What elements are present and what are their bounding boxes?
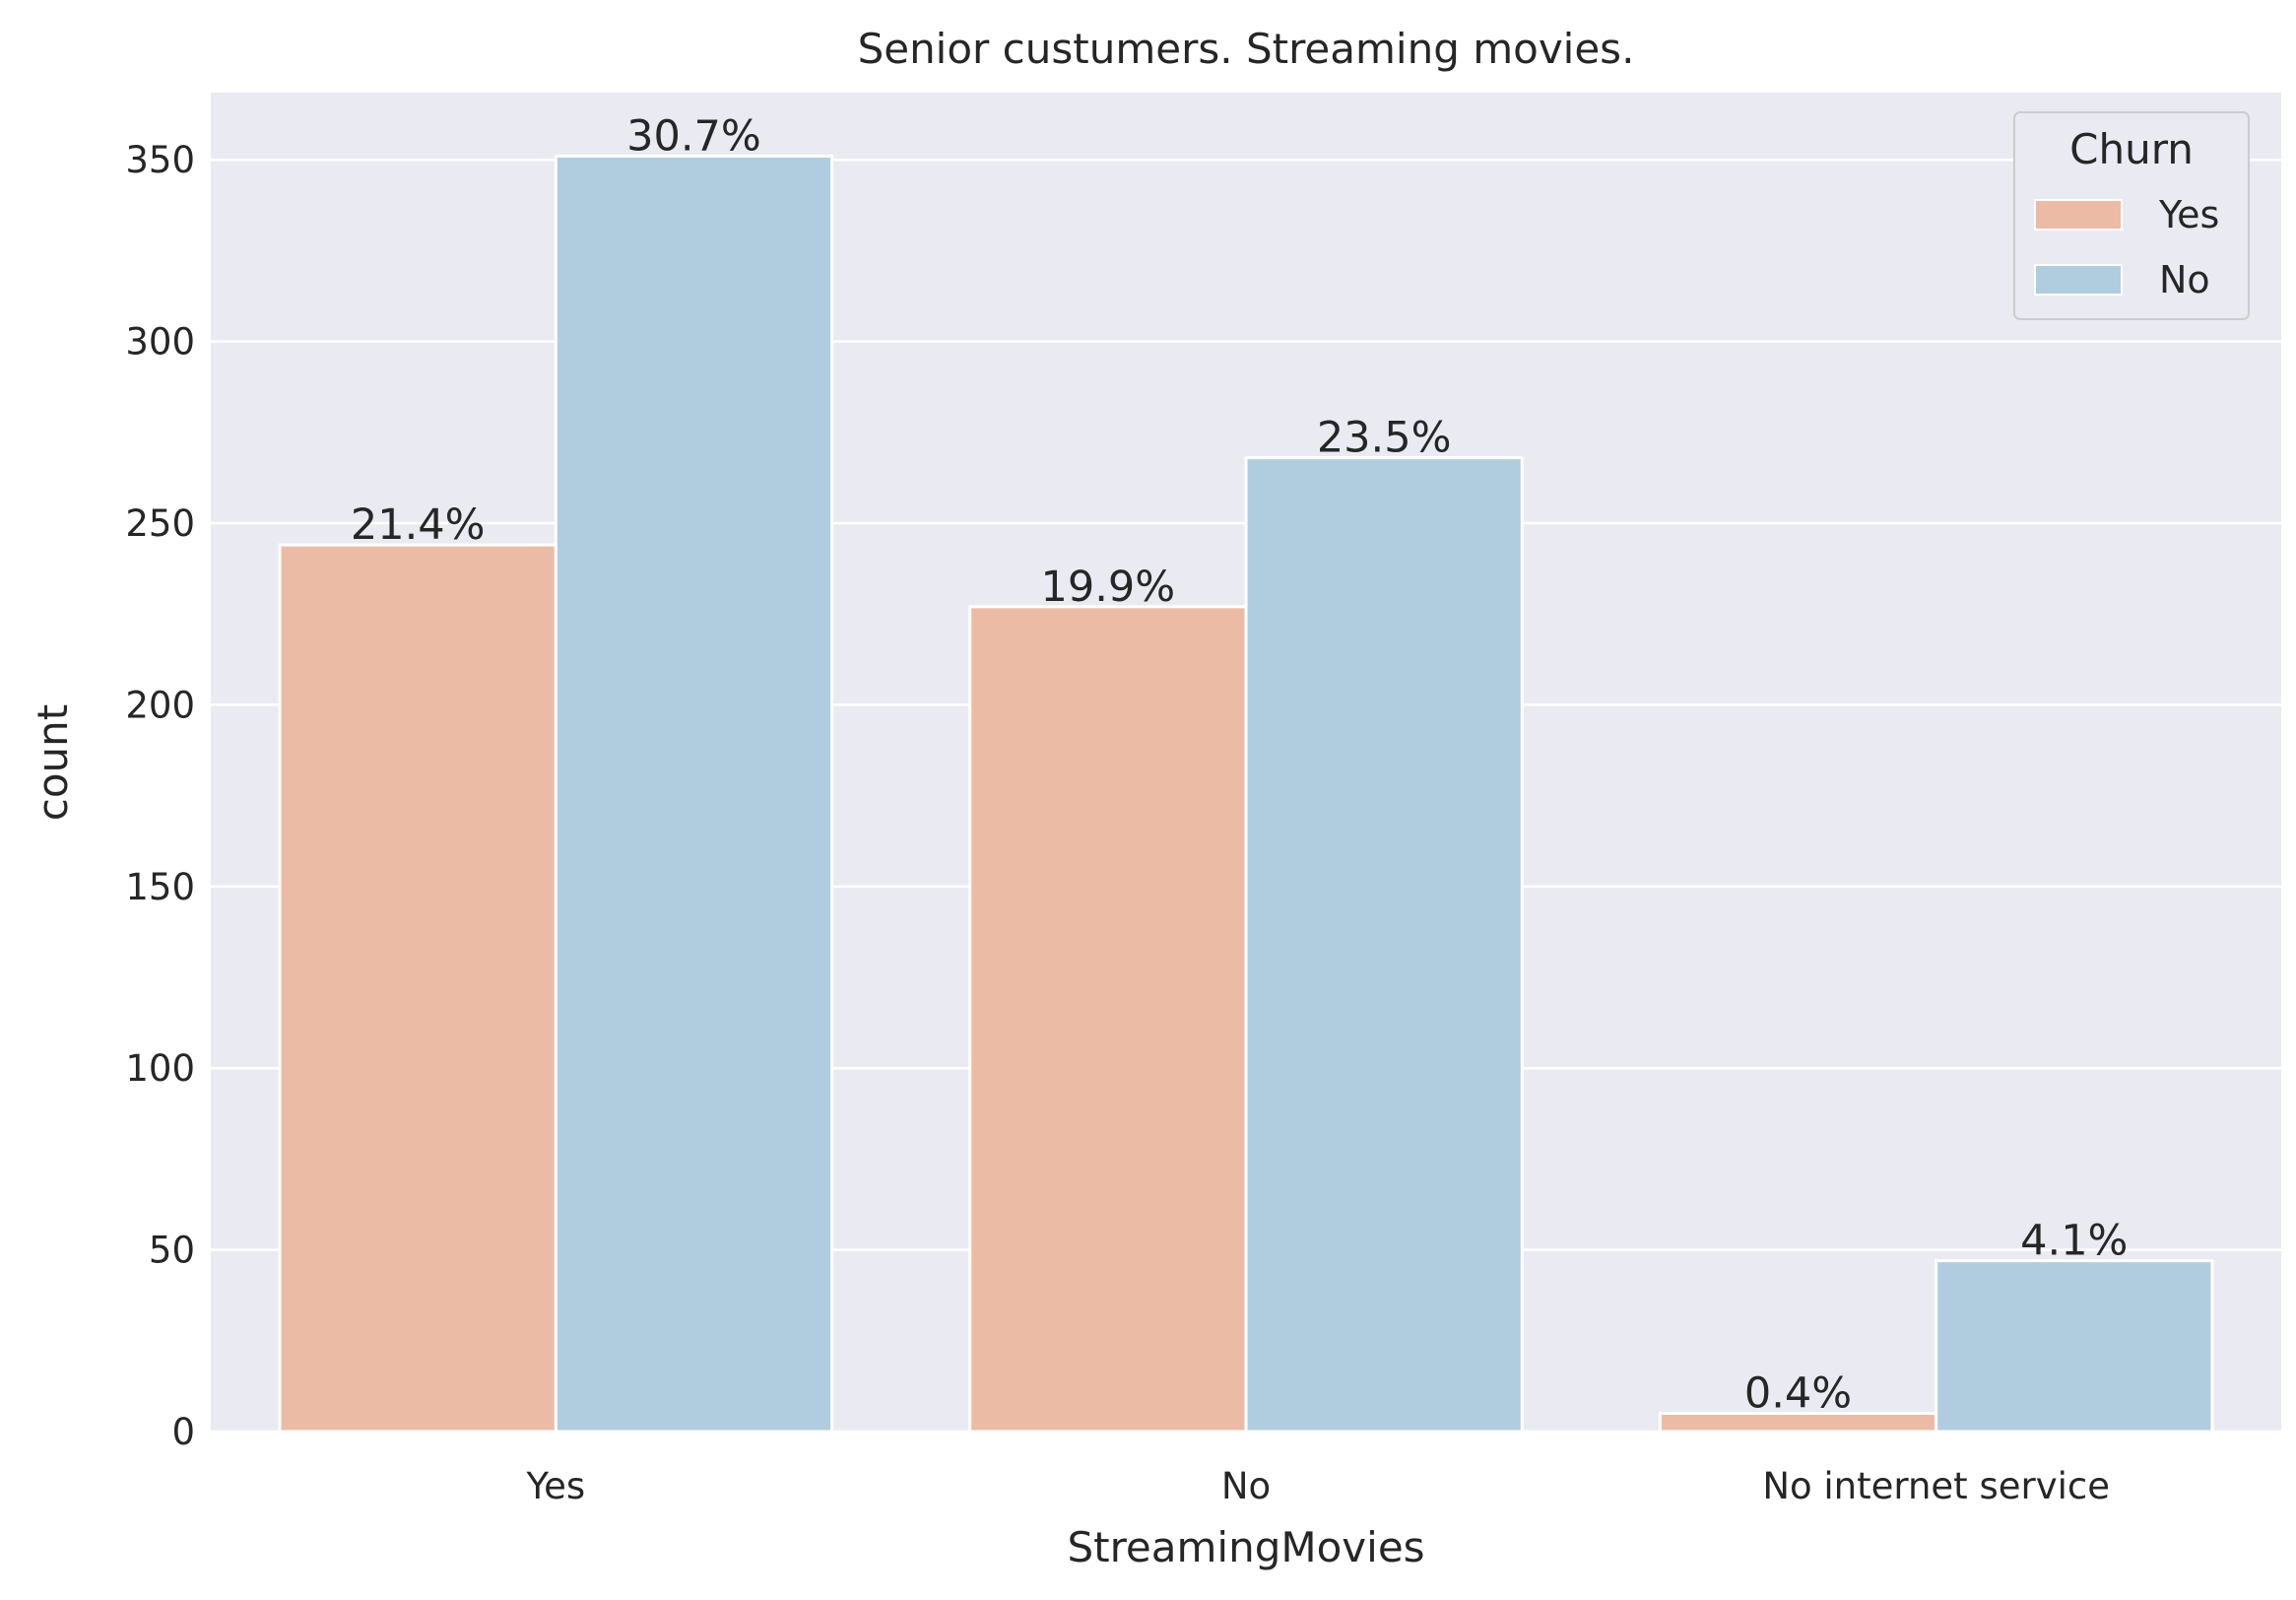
y-tick-label: 250 [125,502,195,545]
bar-yes-1 [968,605,1248,1433]
x-tick-label: No internet service [1762,1465,2110,1507]
x-tick-label: No [1221,1465,1271,1507]
data-label: 0.4% [1744,1369,1852,1419]
y-tick-label: 100 [125,1047,195,1090]
data-label: 21.4% [351,500,486,550]
bars [278,155,2214,1433]
y-tick-label: 150 [125,866,195,908]
x-axis-ticks: Yes No No internet service [525,1465,2110,1507]
data-label: 30.7% [626,112,761,162]
y-tick-label: 50 [149,1230,195,1272]
legend-entry: Yes [2158,193,2219,236]
legend-swatch [2034,199,2123,231]
bar-no-0 [554,155,834,1433]
x-axis-label: StreamingMovies [1067,1523,1424,1571]
y-tick-label: 350 [125,139,195,181]
y-tick-label: 300 [125,321,195,364]
legend-title: Churn [2069,125,2194,173]
x-tick-label: Yes [525,1465,585,1507]
legend: Churn Yes No [2013,111,2250,320]
chart-title: Senior custumers. Streaming movies. [858,25,1635,73]
y-axis-ticks: 0 50 100 150 200 250 300 350 [125,139,195,1453]
data-label: 19.9% [1041,563,1176,612]
legend-entry: No [2159,258,2210,301]
y-tick-label: 0 [171,1411,195,1453]
bar-no-2 [1935,1259,2214,1433]
bar-yes-0 [278,543,558,1433]
data-label: 23.5% [1317,414,1452,463]
legend-swatch [2034,264,2123,296]
bar-no-1 [1244,456,1524,1433]
data-labels: 21.4% 30.7% 19.9% 23.5% 0.4% 4.1% [351,112,2129,1419]
y-tick-label: 200 [125,684,195,726]
data-label: 4.1% [2020,1217,2128,1266]
y-axis-label: count [29,704,77,822]
